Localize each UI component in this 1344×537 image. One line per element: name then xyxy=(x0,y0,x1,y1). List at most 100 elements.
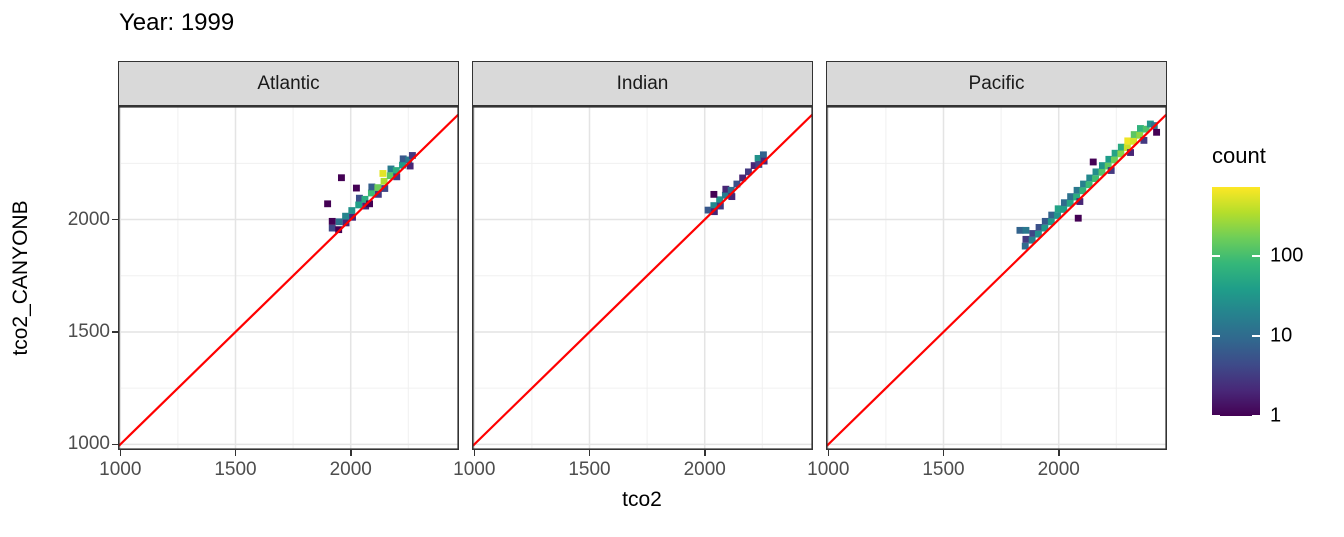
bin-rect xyxy=(386,172,394,180)
bin-rect xyxy=(1060,199,1068,207)
bin-rect xyxy=(1089,158,1097,166)
bin-rect xyxy=(352,184,360,192)
bin-rect xyxy=(405,156,413,164)
legend-tick-label: 100 xyxy=(1270,244,1304,267)
bin-rect xyxy=(733,180,741,188)
bin-rect xyxy=(1054,205,1062,213)
x-tick-label: 1500 xyxy=(568,459,611,480)
bin-rect xyxy=(355,194,363,202)
bin-rect xyxy=(722,185,730,193)
bin-rect xyxy=(1098,168,1106,176)
bin-rect xyxy=(1016,226,1024,234)
bin-rect xyxy=(335,226,343,234)
bin-rect xyxy=(1110,156,1118,164)
bin-rect xyxy=(1079,187,1087,195)
bin-rect xyxy=(408,152,416,159)
bin-rect xyxy=(704,206,712,214)
bin-rect xyxy=(379,170,387,177)
bin-rect xyxy=(1073,193,1081,201)
legend-tick-mark xyxy=(1212,254,1220,257)
bin-rect xyxy=(366,200,374,208)
bin-rect xyxy=(1104,162,1112,170)
bin-rect xyxy=(759,151,767,159)
bin-rect xyxy=(1029,230,1037,237)
bin-rect xyxy=(374,184,382,192)
y-tick-label: 1500 xyxy=(67,320,110,342)
bin-rect xyxy=(1130,137,1137,145)
bin-rect xyxy=(727,186,735,194)
bin-rect xyxy=(348,207,356,214)
bin-rect xyxy=(1140,137,1148,144)
bin-rect xyxy=(1076,198,1084,205)
x-tick-mark xyxy=(234,450,237,456)
x-axis-title: tco2 xyxy=(622,488,662,511)
facet-strip-pacific: Pacific xyxy=(826,61,1167,106)
legend-tick-mark xyxy=(1252,254,1260,257)
bin-rect xyxy=(1074,214,1082,222)
bin-rect xyxy=(324,200,332,208)
bin-rect xyxy=(1028,236,1036,244)
bin-rect xyxy=(754,154,762,162)
bin-rect xyxy=(406,162,414,170)
bin-rect xyxy=(387,165,395,173)
bin-rect xyxy=(1127,149,1134,156)
bin-rect xyxy=(1092,168,1100,176)
facet-strip-indian: Indian xyxy=(472,61,813,106)
x-tick-mark xyxy=(349,450,352,456)
bin-rect xyxy=(1066,199,1074,207)
bin-rect xyxy=(1136,131,1144,139)
legend-title: count xyxy=(1212,143,1266,168)
bin-rect xyxy=(380,177,388,185)
bin-rect xyxy=(1022,235,1030,243)
bin-rect xyxy=(392,167,400,174)
bin-rect xyxy=(1034,230,1042,238)
x-tick-label: 2000 xyxy=(683,459,726,480)
x-tick-mark xyxy=(473,450,476,456)
bin-rect xyxy=(710,190,718,198)
x-tick-label: 2000 xyxy=(1037,459,1080,480)
bin-rect xyxy=(1047,218,1055,226)
legend-tick-mark xyxy=(1212,334,1220,337)
x-tick-mark xyxy=(119,450,122,456)
x-tick-label: 1500 xyxy=(922,459,965,480)
bin-rect xyxy=(1085,181,1093,189)
bin-rect xyxy=(716,202,724,210)
bin-rect xyxy=(1124,137,1132,145)
legend-tick-label: 1 xyxy=(1270,404,1282,427)
legend-tick-label: 10 xyxy=(1270,324,1293,347)
bin-rect xyxy=(1142,125,1150,133)
identity-line xyxy=(826,113,1167,448)
legend-tick-mark xyxy=(1252,415,1260,417)
bin-rect xyxy=(1073,186,1081,194)
x-tick-label: 1000 xyxy=(807,459,850,480)
bin-rect xyxy=(721,191,729,199)
bin-rect xyxy=(1035,224,1043,231)
panel-border xyxy=(826,106,1167,450)
facet-pacific: Pacific xyxy=(826,61,1167,450)
bin-rect xyxy=(337,174,345,182)
legend-tick-mark xyxy=(1252,334,1260,337)
x-tick-mark xyxy=(1057,450,1060,456)
bin-rect xyxy=(393,173,401,181)
bin-rect xyxy=(1130,131,1138,138)
x-tick-mark xyxy=(703,450,706,456)
panel-border xyxy=(472,106,813,450)
bin-rect xyxy=(368,183,376,191)
bin-rect xyxy=(1117,150,1125,158)
y-tick-label: 1000 xyxy=(67,433,110,455)
bin-rect xyxy=(1123,144,1131,151)
bin-rect xyxy=(374,190,382,198)
bin-rect xyxy=(750,162,758,169)
x-tick-mark xyxy=(827,450,830,456)
identity-line xyxy=(118,113,459,448)
bin-rect xyxy=(710,202,718,210)
bin-rect xyxy=(739,174,747,182)
facet-strip-label: Pacific xyxy=(968,72,1025,94)
y-tick-mark xyxy=(112,218,118,221)
bin-rect xyxy=(728,193,736,201)
bin-rect xyxy=(1022,226,1030,234)
bin-rect xyxy=(328,224,336,232)
facet-strip-label: Indian xyxy=(616,72,669,94)
facet-panel-pacific xyxy=(826,106,1167,450)
